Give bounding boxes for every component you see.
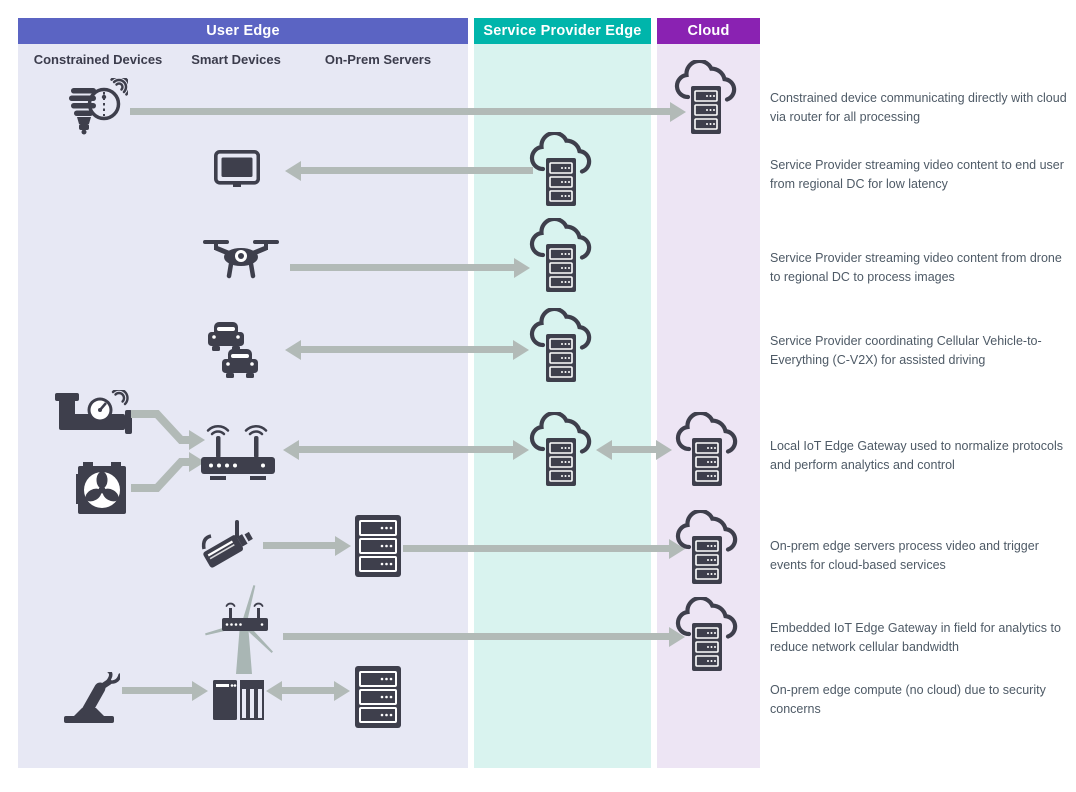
security-camera-icon (199, 518, 259, 576)
annotation-text: Service Provider streaming video content… (770, 251, 1062, 284)
server-rack-icon (355, 666, 401, 728)
cloud-server-icon (675, 597, 739, 675)
arrow-router-sp (299, 446, 513, 453)
wind-turbine-gateway-icon (195, 578, 295, 678)
pipe-sensor-icon (55, 390, 137, 442)
cloud-server-icon (529, 308, 593, 386)
arrow-server-to-cloud (403, 545, 669, 552)
arrow-sp-cloud (612, 446, 656, 453)
cloud-server-icon (529, 412, 593, 490)
plc-controller-icon (213, 676, 265, 720)
annotation-text: Local IoT Edge Gateway used to normalize… (770, 439, 1063, 472)
column-header-user-edge: User Edge (18, 18, 468, 44)
cloud-server-icon (675, 510, 739, 588)
subcolumn-label-constrained-devices: Constrained Devices (33, 52, 163, 67)
elbow-connectors (131, 402, 211, 502)
arrow-cars-sp (301, 346, 513, 353)
cloud-server-icon (674, 60, 738, 138)
annotation-text: Constrained device communicating directl… (770, 91, 1067, 124)
arrow-sp-to-tv (301, 167, 533, 174)
arrow-robot-to-plc (122, 687, 192, 694)
arrow-plc-server (282, 687, 334, 694)
annotation-text: Embedded IoT Edge Gateway in field for a… (770, 621, 1061, 654)
column-header-service-provider-edge: Service Provider Edge (474, 18, 651, 44)
arrow-drone-to-sp (290, 264, 514, 271)
annotation-text: On-prem edge compute (no cloud) due to s… (770, 683, 1046, 716)
smart-bulb-icon (64, 78, 128, 138)
arrow-turbine-to-cloud (283, 633, 669, 640)
robot-arm-icon (62, 672, 120, 724)
wifi-router-icon (198, 422, 278, 480)
annotation-text: On-prem edge servers process video and t… (770, 539, 1039, 572)
server-rack-icon (355, 515, 401, 577)
annotation-text: Service Provider streaming video content… (770, 158, 1064, 191)
hvac-fan-icon (76, 462, 128, 516)
arrow-bulb-to-cloud (130, 108, 670, 115)
column-header-cloud: Cloud (657, 18, 760, 44)
arrow-camera-to-server (263, 542, 335, 549)
subcolumn-label-smart-devices: Smart Devices (191, 52, 281, 67)
drone-icon (203, 234, 279, 280)
annotation-text: Service Provider coordinating Cellular V… (770, 334, 1042, 367)
cloud-server-icon (529, 132, 593, 210)
cloud-server-icon (675, 412, 739, 490)
cloud-server-icon (529, 218, 593, 296)
tv-display-icon (214, 150, 260, 190)
subcolumn-label-on-prem-servers: On-Prem Servers (324, 52, 432, 67)
cars-icon (207, 322, 259, 380)
